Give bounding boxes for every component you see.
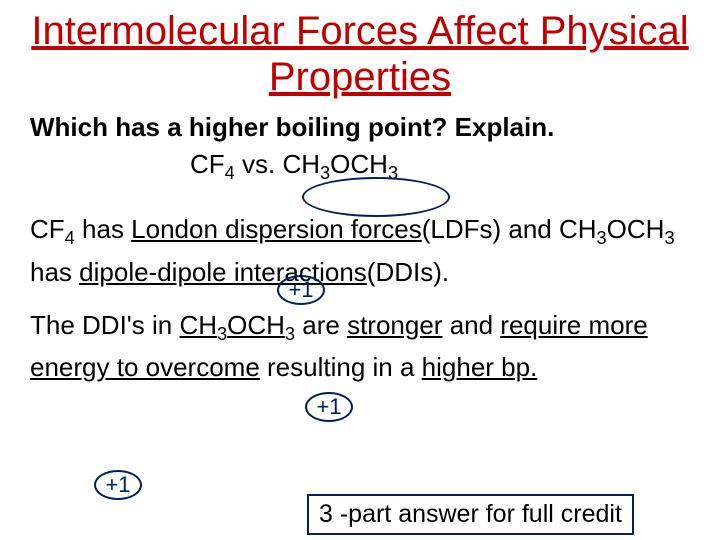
formula-text: CF: [30, 214, 65, 244]
formula-sub: 4: [65, 228, 75, 248]
text: (LDFs) and: [422, 214, 552, 244]
text: are: [295, 310, 347, 340]
formula-cf4: CF4: [30, 214, 75, 244]
annotation-label: +1: [105, 472, 130, 498]
formula-sub: 3: [320, 163, 330, 183]
term-ddi: dipole-dipole interactions: [79, 257, 367, 287]
formula-ch3och3-u: CH3OCH3: [179, 310, 295, 340]
plus-one-annotation-c: +1: [94, 470, 142, 500]
formula-ch3och3: CH3OCH3: [282, 149, 398, 179]
formula-text: CH: [559, 214, 597, 244]
formula-ch3och3: CH3OCH3: [559, 214, 675, 244]
text: (DDIs).: [367, 257, 449, 287]
text: resulting in a: [260, 352, 422, 382]
formula-text: CF: [190, 149, 225, 179]
annotation-label: +1: [316, 394, 341, 420]
formula-text: OCH: [330, 149, 388, 179]
credit-note-box: 3 -part answer for full credit: [307, 494, 634, 535]
formula-text: OCH: [607, 214, 665, 244]
term-stronger: stronger: [347, 310, 442, 340]
text: has: [75, 214, 131, 244]
slide-title: Intermolecular Forces Affect Physical Pr…: [30, 8, 690, 100]
term-ldf: London dispersion forces: [131, 214, 422, 244]
formula-sub: 3: [664, 228, 674, 248]
formula-cf4: CF4: [190, 149, 235, 179]
formula-text: OCH: [227, 310, 285, 340]
formula-sub: 3: [388, 163, 398, 183]
formula-text: CH: [282, 149, 320, 179]
text: has: [30, 257, 79, 287]
formula-sub: 3: [217, 324, 227, 344]
term-higher-bp: higher bp.: [422, 352, 538, 382]
formula-sub: 3: [285, 324, 295, 344]
text: The DDI's in: [30, 310, 179, 340]
explanation-para-2: The DDI's in CH3OCH3 are stronger and re…: [30, 306, 690, 387]
vs-text: vs.: [235, 149, 283, 179]
formula-text: CH: [179, 310, 217, 340]
plus-one-annotation-b: +1: [305, 392, 353, 422]
question-text: Which has a higher boiling point? Explai…: [30, 112, 690, 143]
text: and: [442, 310, 500, 340]
explanation-para-1: CF4 has London dispersion forces(LDFs) a…: [30, 210, 690, 291]
formula-sub: 4: [225, 163, 235, 183]
formula-sub: 3: [597, 228, 607, 248]
comparison-line: CF4 vs. CH3OCH3: [30, 149, 690, 184]
